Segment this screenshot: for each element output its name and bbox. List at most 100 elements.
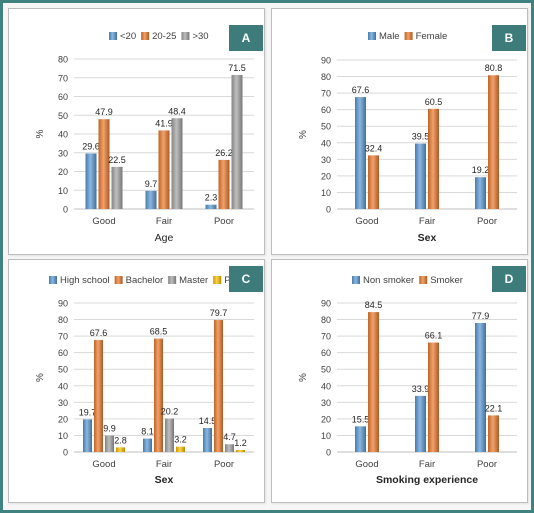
- legend-label: <20: [120, 31, 136, 42]
- bar: [368, 312, 379, 452]
- bar: [205, 204, 217, 209]
- bar: [488, 415, 499, 452]
- chart-panel-a: 0 10 20 30 40 50 60 70 80% 29.6 47.9 22.5 Good 9.7 41.…: [8, 8, 265, 255]
- legend-swatch: [114, 276, 123, 284]
- data-label: 26.2: [215, 148, 233, 158]
- legend-label: Bachelor: [126, 275, 164, 286]
- y-tick-label: 70: [321, 89, 331, 99]
- y-tick-label: 90: [58, 299, 68, 309]
- x-tick-label: Good: [355, 216, 378, 227]
- x-tick-label: Poor: [477, 216, 497, 227]
- x-tick-label: Good: [92, 216, 115, 227]
- y-tick-label: 0: [63, 448, 68, 458]
- bar: [475, 323, 486, 452]
- chart-b: 0 10 20 30 40 50 60 70 80 90% 67.6 32.4 Good 39.5 60.5…: [298, 31, 517, 244]
- bar: [231, 74, 243, 209]
- y-tick-label: 30: [321, 155, 331, 165]
- y-tick-label: 50: [321, 122, 331, 132]
- legend-swatch: [404, 32, 413, 40]
- bar: [116, 447, 125, 452]
- y-tick-label: 0: [326, 448, 331, 458]
- y-tick-label: 60: [321, 105, 331, 115]
- data-label: 2.3: [205, 193, 218, 203]
- data-label: 39.5: [412, 132, 430, 142]
- data-label: 20.2: [161, 407, 179, 417]
- bar: [158, 130, 170, 209]
- x-tick-label: Fair: [156, 459, 172, 470]
- data-label: 3.2: [174, 435, 187, 445]
- legend-swatch: [213, 276, 222, 284]
- bar: [154, 338, 163, 452]
- y-tick-label: 40: [58, 381, 68, 391]
- legend-label: High school: [60, 275, 110, 286]
- y-axis-label: %: [35, 129, 46, 138]
- legend-label: Master: [179, 275, 208, 286]
- legend-label: Male: [379, 31, 400, 42]
- chart-d: 0 10 20 30 40 50 60 70 80 90% 15.5 84.5 Good 33.9 66.1…: [298, 275, 517, 486]
- legend-swatch: [109, 32, 117, 40]
- bar: [415, 395, 426, 452]
- y-tick-label: 40: [321, 381, 331, 391]
- bar: [415, 143, 426, 209]
- bar: [428, 108, 439, 209]
- bar: [214, 320, 223, 452]
- y-tick-label: 20: [321, 414, 331, 424]
- y-tick-label: 30: [321, 398, 331, 408]
- bar: [475, 177, 486, 209]
- x-axis-label: Sex: [418, 232, 437, 244]
- data-label: 15.5: [352, 414, 370, 424]
- y-axis-label: %: [298, 130, 309, 139]
- data-label: 48.4: [168, 106, 186, 116]
- y-tick-label: 80: [321, 72, 331, 82]
- bar: [236, 450, 245, 452]
- x-tick-label: Good: [355, 459, 378, 470]
- y-tick-label: 10: [58, 431, 68, 441]
- x-tick-label: Fair: [156, 216, 172, 227]
- data-label: 41.9: [155, 118, 173, 128]
- data-label: 22.5: [108, 155, 126, 165]
- bar: [85, 153, 97, 209]
- y-tick-label: 70: [321, 332, 331, 342]
- data-label: 47.9: [95, 107, 113, 117]
- data-label: 79.7: [210, 308, 228, 318]
- data-label: 33.9: [412, 384, 430, 394]
- legend-label: Non smoker: [363, 275, 414, 286]
- data-label: 29.6: [82, 142, 100, 152]
- data-label: 67.6: [352, 85, 370, 95]
- data-label: 19.2: [472, 165, 490, 175]
- x-tick-label: Fair: [419, 459, 435, 470]
- chart-c: 0 10 20 30 40 50 60 70 80 90% 19.7 67.6 9.92.8 Good 8.…: [35, 275, 254, 486]
- data-label: 80.8: [485, 63, 503, 73]
- x-axis-label: Sex: [155, 474, 174, 486]
- x-tick-label: Poor: [477, 459, 497, 470]
- bar: [98, 119, 110, 209]
- panel-label-b: B: [492, 25, 526, 51]
- data-label: 67.6: [90, 328, 108, 338]
- bar: [83, 419, 92, 452]
- y-tick-label: 10: [321, 431, 331, 441]
- x-tick-label: Poor: [214, 216, 234, 227]
- bar: [428, 342, 439, 452]
- data-label: 9.7: [145, 179, 158, 189]
- x-axis-label: Smoking experience: [376, 474, 478, 486]
- y-tick-label: 10: [321, 188, 331, 198]
- data-label: 14.5: [199, 416, 217, 426]
- bar: [105, 435, 114, 452]
- y-tick-label: 50: [321, 365, 331, 375]
- y-tick-label: 30: [58, 398, 68, 408]
- y-tick-label: 70: [58, 73, 68, 83]
- y-tick-label: 60: [58, 348, 68, 358]
- data-label: 66.1: [425, 331, 443, 341]
- data-label: 2.8: [114, 435, 127, 445]
- y-tick-label: 60: [321, 348, 331, 358]
- data-label: 32.4: [365, 143, 383, 153]
- bar: [171, 118, 183, 209]
- data-label: 60.5: [425, 97, 443, 107]
- bar: [355, 97, 366, 209]
- data-label: 71.5: [228, 63, 246, 73]
- data-label: 84.5: [365, 300, 383, 310]
- bar: [145, 190, 157, 209]
- y-tick-label: 20: [58, 414, 68, 424]
- data-label: 77.9: [472, 311, 490, 321]
